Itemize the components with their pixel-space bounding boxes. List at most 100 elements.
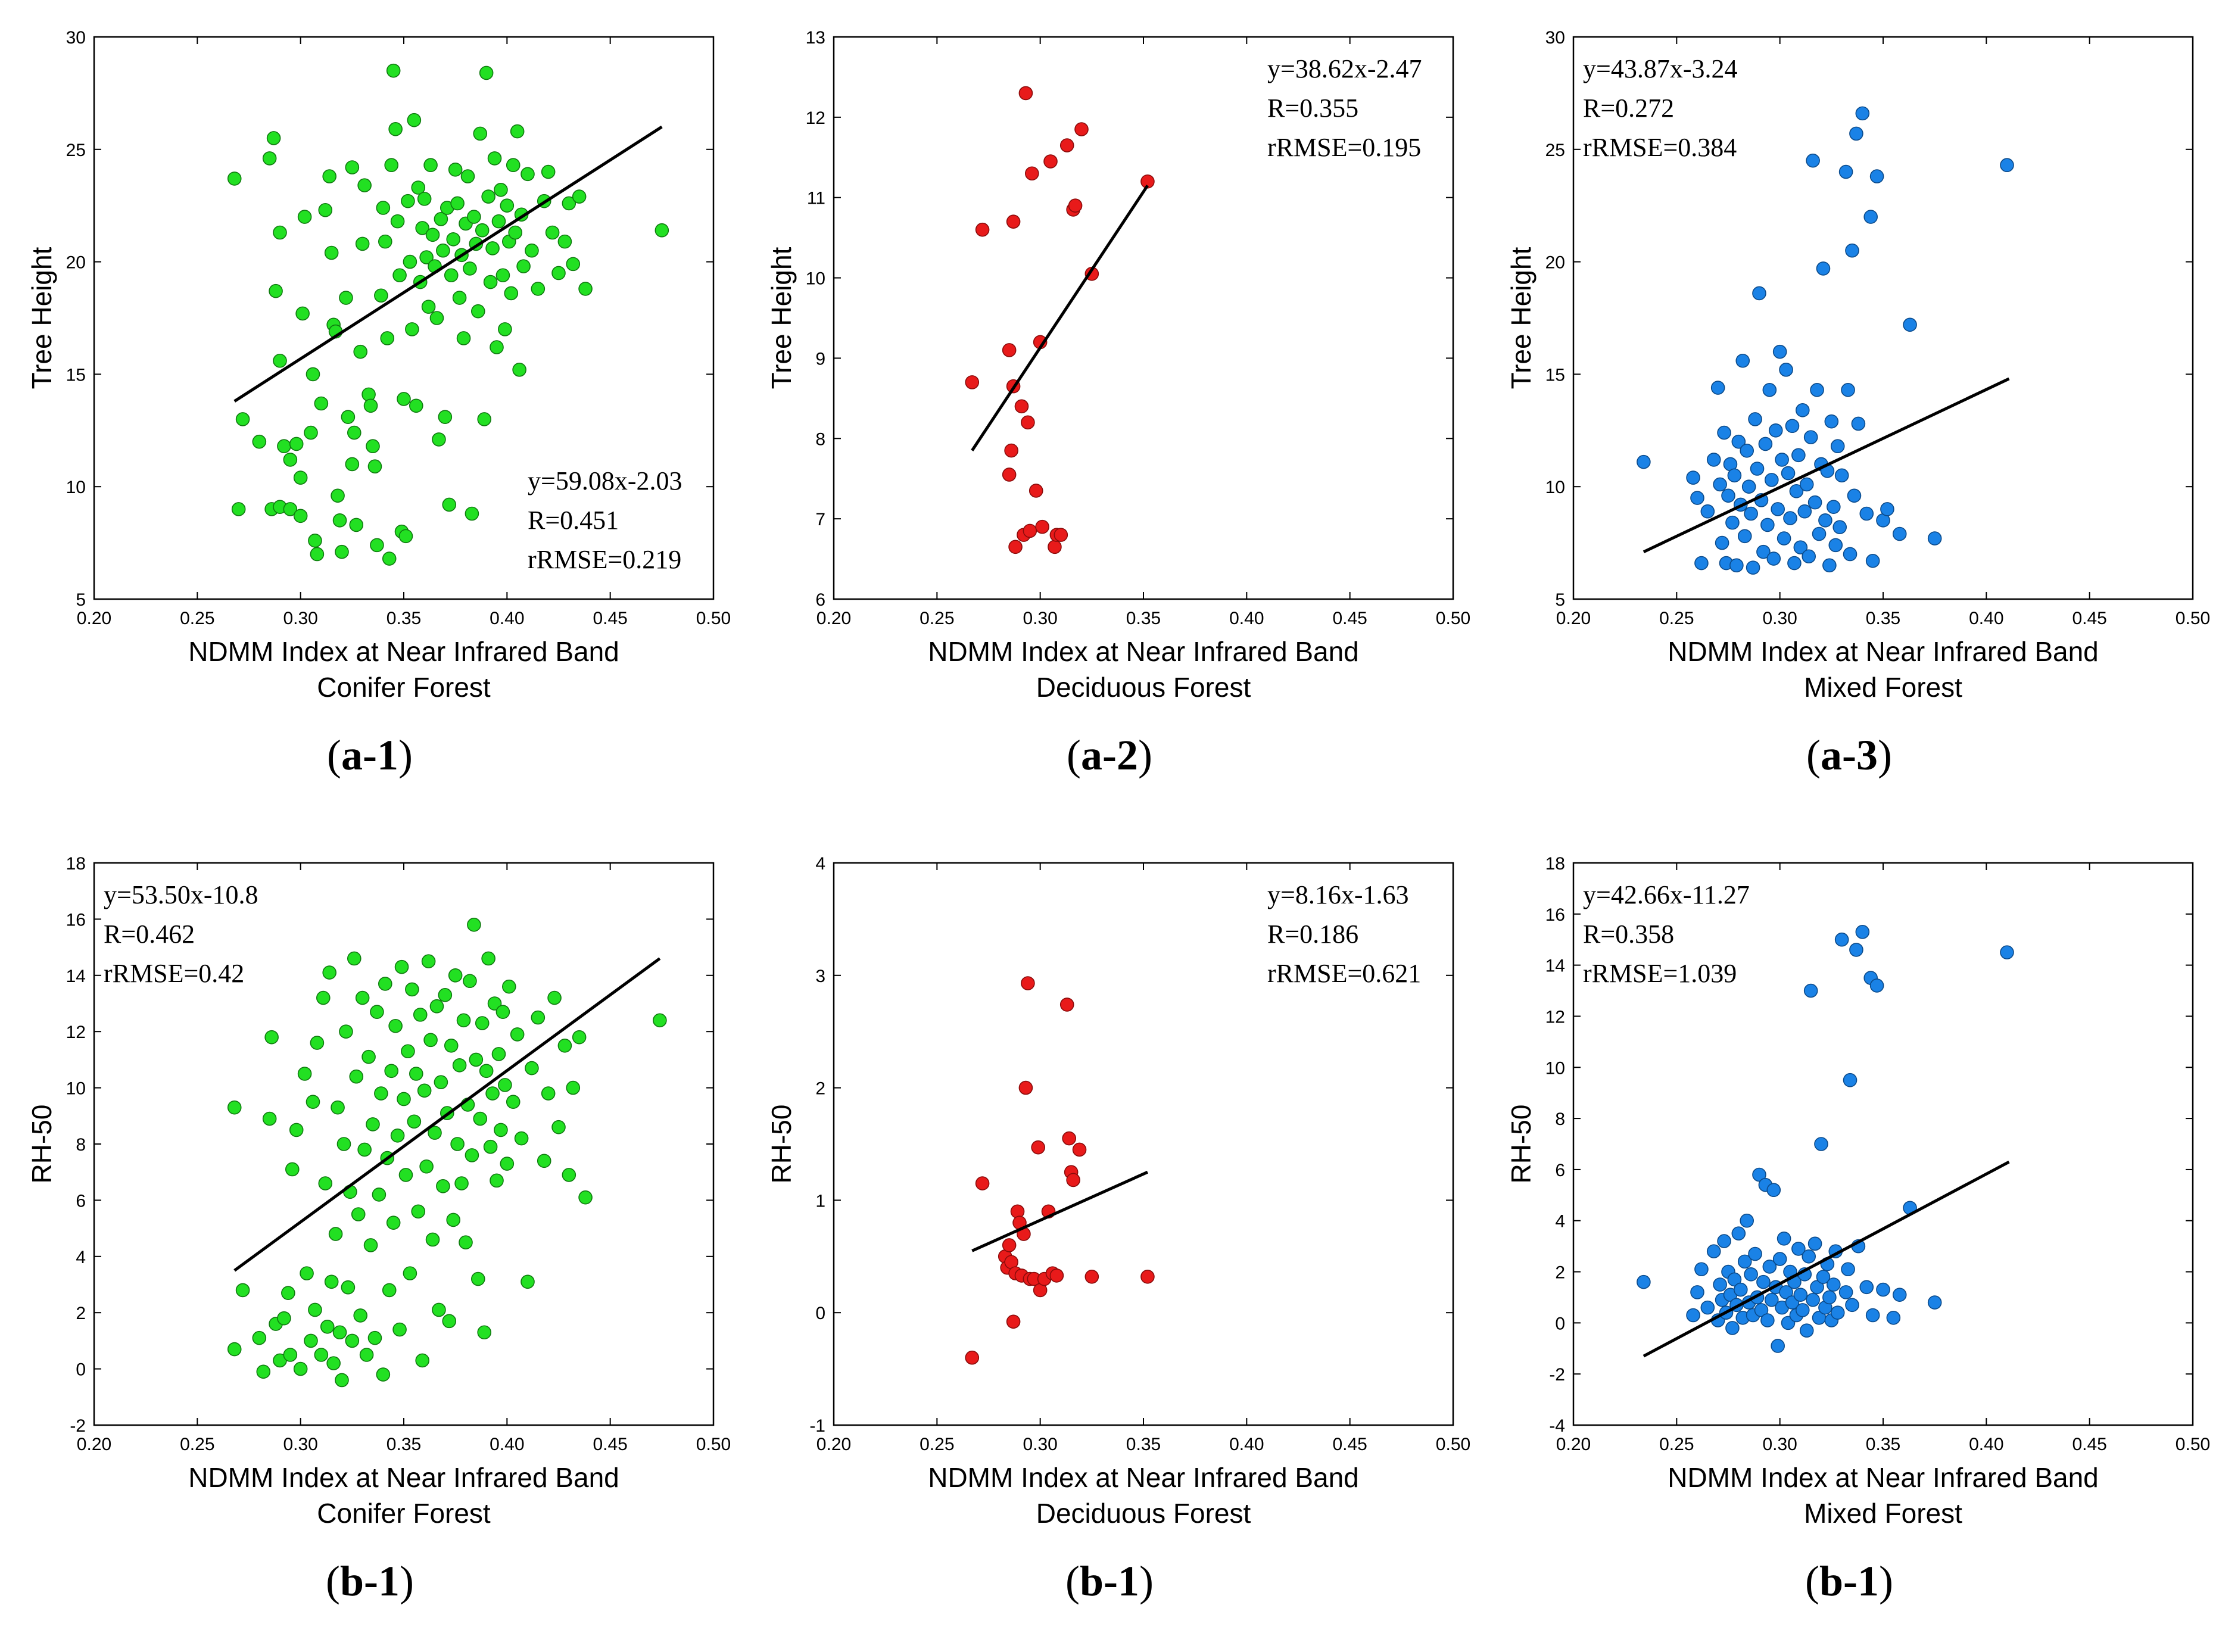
- scatter-point: [1002, 467, 1017, 482]
- x-axis-label: NDMM Index at Near Infrared Band: [928, 1462, 1359, 1493]
- equation-line1: y=42.66x-11.27: [1583, 880, 1750, 909]
- scatter-point: [1859, 1280, 1874, 1295]
- chart-a2: 0.20 0.25 0.30 0.35 0.40 0.45 0.50 6 7 8 9 10 11 12 13…: [766, 28, 1470, 703]
- scatter-point: [510, 124, 525, 139]
- scatter-point: [1785, 419, 1800, 434]
- equation-line3: rRMSE=0.621: [1267, 959, 1421, 988]
- scatter-point: [374, 288, 388, 303]
- equation-line3: rRMSE=0.195: [1267, 133, 1421, 162]
- scatter-point: [326, 1356, 341, 1370]
- scatter-point: [1799, 477, 1814, 492]
- scatter-point: [1766, 1183, 1781, 1198]
- scatter-point: [415, 1353, 430, 1368]
- scatter-point: [1779, 1285, 1793, 1299]
- x-tick-label: 0.20: [816, 1435, 851, 1454]
- scatter-point: [403, 1266, 417, 1280]
- y-tick-label: 20: [66, 253, 86, 273]
- scatter-point: [498, 1078, 512, 1092]
- x-tick-label: 0.30: [1023, 609, 1057, 628]
- y-tick-label: 10: [1545, 478, 1565, 497]
- y-tick-label: 15: [66, 365, 86, 385]
- scatter-point: [541, 1086, 556, 1101]
- y-axis-label: Tree Height: [766, 247, 797, 389]
- x-tick-label: 0.30: [1023, 1435, 1057, 1454]
- scatter-point: [2000, 945, 2014, 959]
- scatter-point: [562, 196, 576, 211]
- caption-b3-label: b-1: [1819, 1557, 1880, 1605]
- scatter-point: [1841, 1262, 1855, 1277]
- scatter-point: [372, 1187, 387, 1202]
- scatter-point: [1713, 1277, 1727, 1292]
- scatter-point: [308, 1302, 322, 1317]
- scatter-point: [1018, 1080, 1033, 1095]
- scatter-point: [516, 259, 531, 273]
- panel-a2: 0.20 0.25 0.30 0.35 0.40 0.45 0.50 6 7 8 9 10 11 12 13…: [740, 0, 1479, 826]
- scatter-point: [465, 506, 479, 521]
- scatter-point: [293, 470, 308, 485]
- scatter-point: [351, 1207, 366, 1221]
- scatter-point: [357, 178, 372, 193]
- scatter-point: [1006, 1314, 1021, 1329]
- panel-b2: 0.20 0.25 0.30 0.35 0.40 0.45 0.50 -1 0 1 2 3 4 NDMM …: [740, 826, 1479, 1652]
- scatter-point: [1903, 317, 1917, 332]
- scatter-point: [477, 1325, 492, 1340]
- scatter-point: [450, 196, 465, 211]
- scatter-point: [339, 1024, 353, 1039]
- scatter-point: [1735, 353, 1750, 368]
- scatter-point: [510, 1027, 525, 1042]
- scatter-point: [446, 1212, 461, 1227]
- scatter-point: [1814, 1137, 1828, 1151]
- scatter-point: [1816, 1270, 1831, 1284]
- scatter-point: [477, 412, 492, 426]
- scatter-point: [401, 1044, 415, 1059]
- scatter-point: [423, 1033, 438, 1048]
- regression-line: [971, 1170, 1148, 1252]
- scatter-point: [1762, 1260, 1777, 1274]
- scatter-point: [1834, 932, 1849, 947]
- scatter-point: [235, 1283, 250, 1298]
- scatter-point: [485, 1086, 500, 1101]
- scatter-point: [470, 1271, 485, 1286]
- equation-line3: rRMSE=0.384: [1583, 133, 1737, 162]
- scatter-point: [1851, 416, 1866, 431]
- scatter-point: [1863, 210, 1878, 224]
- scatter-point: [438, 988, 453, 1002]
- scatter-point: [1849, 126, 1863, 141]
- caption-a1-label: a-1: [341, 731, 398, 779]
- scatter-point: [452, 1058, 467, 1073]
- equation-line3: rRMSE=1.039: [1583, 959, 1737, 988]
- scatter-point: [562, 1168, 576, 1182]
- scatter-point: [1772, 1252, 1787, 1266]
- y-tick-label: 6: [76, 1191, 86, 1211]
- scatter-point: [1054, 528, 1068, 542]
- x-tick-label: 0.50: [696, 609, 731, 628]
- scatter-point: [429, 999, 444, 1014]
- x-axis-subtitle: Conifer Forest: [317, 672, 491, 703]
- scatter-point: [1810, 1280, 1824, 1295]
- equation-line2: R=0.272: [1583, 93, 1674, 123]
- scatter-point: [1826, 1277, 1841, 1292]
- scatter-point: [1721, 488, 1735, 503]
- scatter-point: [1768, 423, 1783, 438]
- scatter-point: [1855, 106, 1870, 121]
- scatter-point: [304, 425, 318, 440]
- scatter-point: [331, 1100, 345, 1115]
- scatter-point: [438, 410, 453, 424]
- scatter-point: [452, 291, 467, 305]
- scatter-point: [318, 1176, 333, 1190]
- scatter-point: [1830, 439, 1845, 454]
- scatter-point: [1764, 473, 1779, 487]
- scatter-point: [470, 304, 485, 319]
- y-tick-label: 10: [66, 478, 86, 497]
- scatter-point: [434, 212, 448, 226]
- scatter-point: [403, 254, 417, 269]
- scatter-point: [465, 1148, 479, 1162]
- equation-line2: R=0.186: [1267, 919, 1358, 949]
- scatter-point: [367, 1330, 382, 1345]
- x-tick-label: 0.40: [490, 1435, 524, 1454]
- scatter-point: [456, 331, 471, 345]
- x-tick-label: 0.35: [1126, 1435, 1161, 1454]
- scatter-point: [1737, 1254, 1752, 1269]
- scatter-point: [1838, 164, 1853, 179]
- scatter-point: [1068, 198, 1083, 213]
